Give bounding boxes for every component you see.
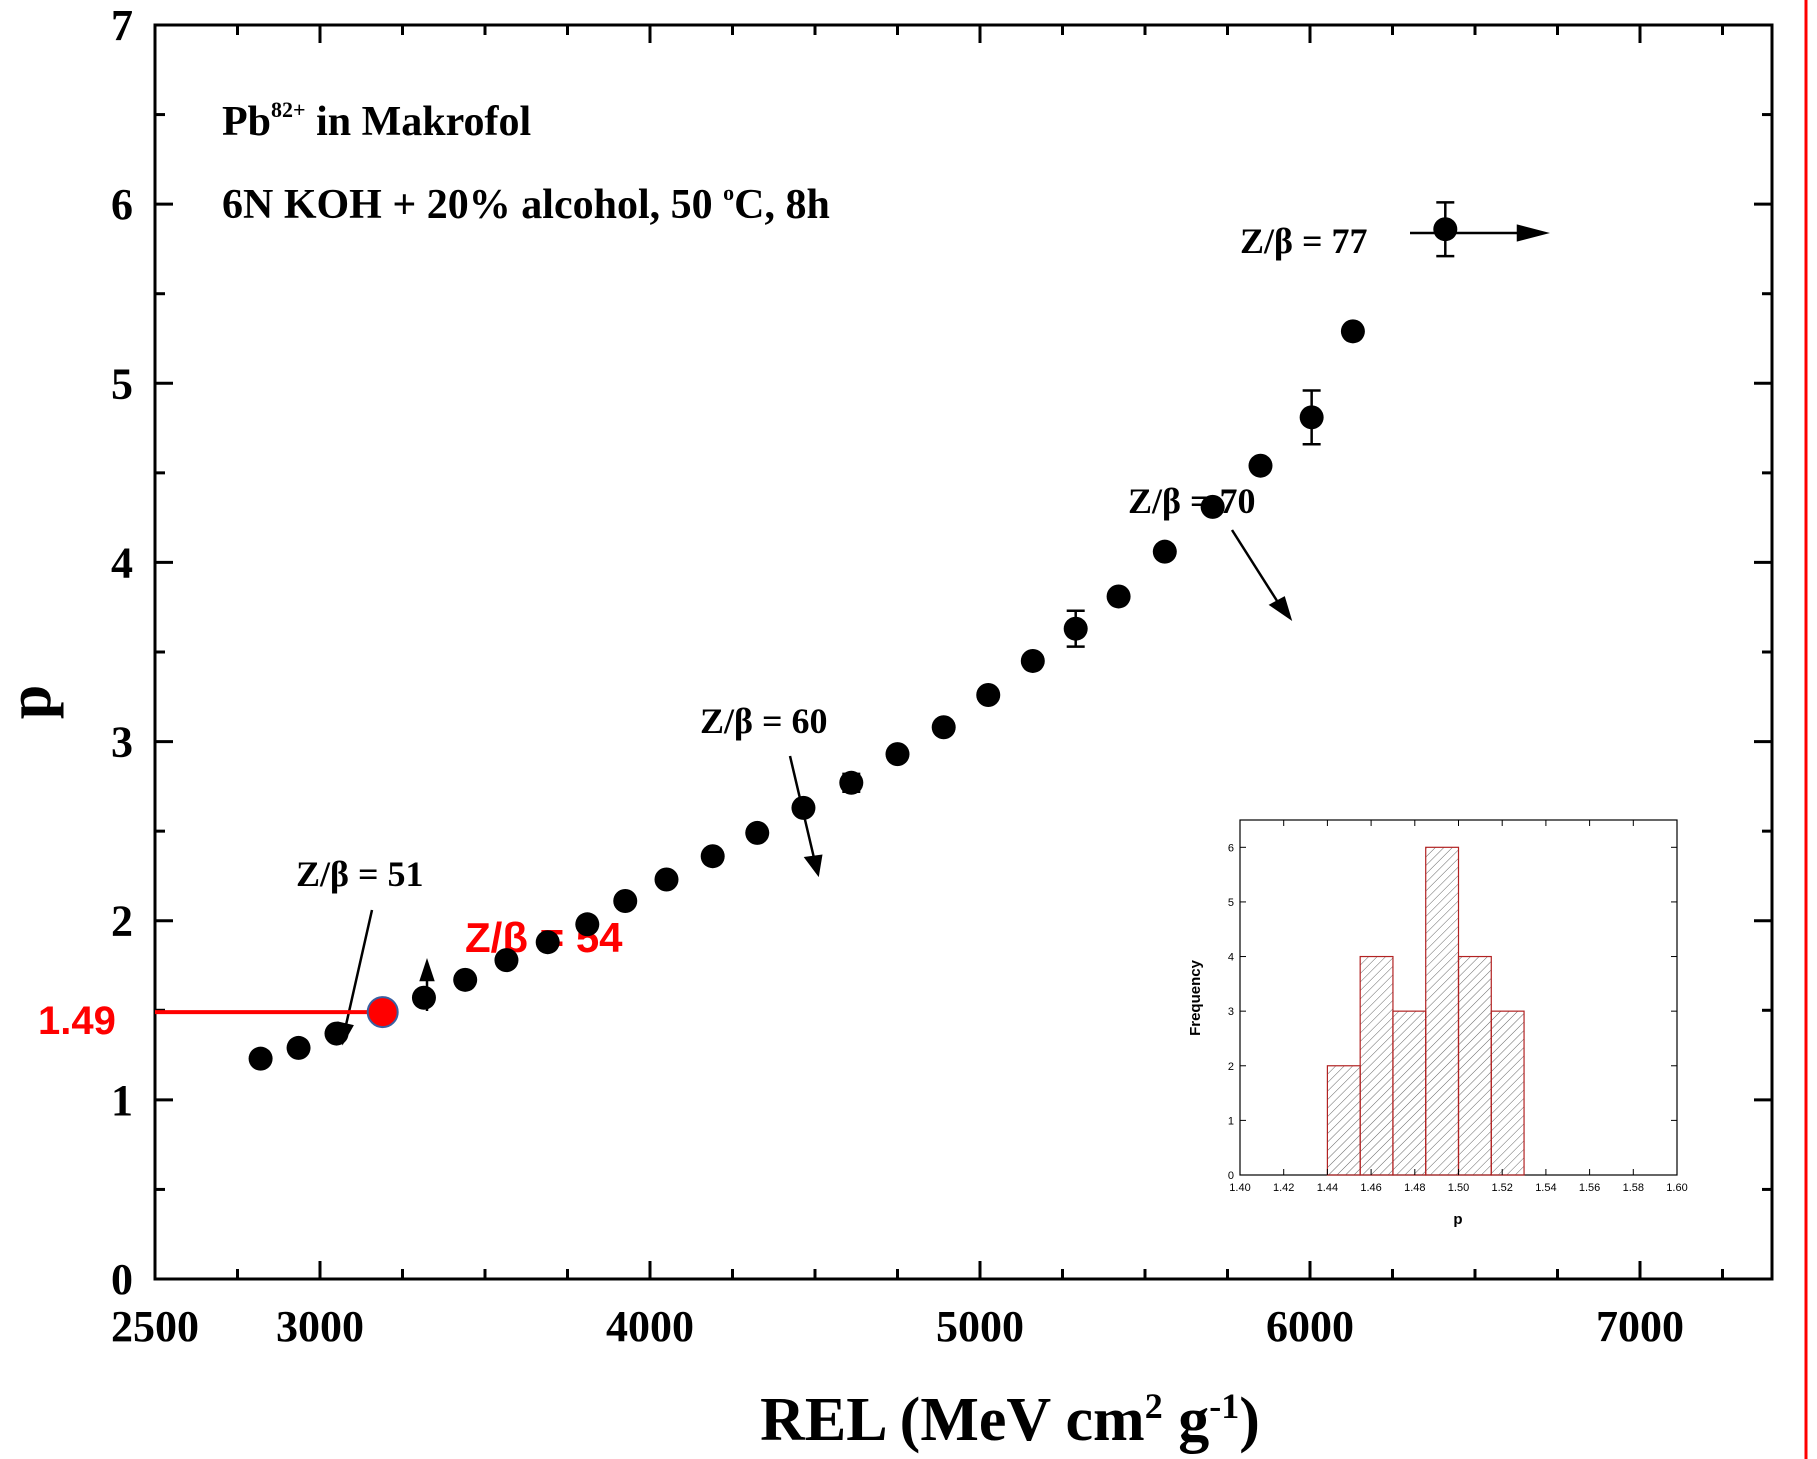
- inset-x-tick-label: 1.56: [1579, 1182, 1600, 1194]
- y-tick-label: 2: [111, 897, 133, 946]
- data-point: [1020, 648, 1045, 673]
- arrow-z70: [1230, 529, 1281, 605]
- inset-y-tick-label: 2: [1228, 1061, 1234, 1073]
- y-tick-label: 5: [111, 359, 133, 408]
- y-tick-label: 0: [111, 1255, 133, 1304]
- data-point: [839, 770, 864, 795]
- arrow-z51: [344, 909, 374, 1026]
- inset-y-tick-label: 6: [1228, 842, 1234, 854]
- data-point: [248, 1046, 273, 1071]
- main-x-axis-label: REL (MeV cm2 g-1): [760, 1386, 1260, 1454]
- histogram-bar: [1392, 1010, 1427, 1176]
- data-point: [324, 1021, 349, 1046]
- data-point: [1152, 539, 1177, 564]
- x-tick-label: 3000: [276, 1302, 364, 1351]
- annotation-ion: Pb82+ in Makrofol: [222, 97, 531, 145]
- x-tick-label: 7000: [1596, 1302, 1684, 1351]
- data-point: [885, 742, 910, 767]
- data-point: [494, 948, 519, 973]
- histogram-bar: [1359, 955, 1394, 1176]
- inset-x-tick-label: 1.44: [1317, 1182, 1338, 1194]
- y-tick-label: 7: [111, 1, 133, 50]
- histogram-bar: [1490, 1010, 1525, 1176]
- data-point: [1433, 217, 1458, 242]
- arrow-label-z70: Z/β = 70: [1128, 481, 1256, 521]
- data-point: [700, 844, 725, 869]
- data-point: [1299, 405, 1324, 430]
- inset-y-tick-label: 3: [1228, 1006, 1234, 1018]
- histogram-bar: [1457, 955, 1492, 1176]
- data-point: [976, 682, 1001, 707]
- arrow-up-small-head: [419, 958, 435, 982]
- inset-y-tick-label: 1: [1228, 1115, 1234, 1127]
- histogram-bar: [1425, 846, 1460, 1176]
- data-point: [745, 820, 770, 845]
- y-tick-label: 6: [111, 180, 133, 229]
- inset-y-tick-label: 0: [1228, 1170, 1234, 1182]
- inset-x-tick-label: 1.46: [1360, 1182, 1381, 1194]
- inset-y-tick-label: 4: [1228, 952, 1234, 964]
- arrow-z70-head: [1268, 596, 1293, 622]
- inset-y-axis-label: Frequency: [1187, 959, 1204, 1036]
- data-point: [575, 912, 600, 937]
- arrow-z60-head: [803, 854, 823, 878]
- inset-y-tick-label: 5: [1228, 897, 1234, 909]
- data-point: [286, 1035, 311, 1060]
- inset-x-tick-label: 1.54: [1535, 1182, 1556, 1194]
- arrow-label-z60: Z/β = 60: [700, 701, 828, 741]
- annotation-etching: 6N KOH + 20% alcohol, 50 oC, 8h: [222, 180, 830, 228]
- inset-histogram: 0 1 2 3 4 5 6 1.40 1.42 1.44 1.46 1.48 1.50 1.52 1.54 1…: [1187, 819, 1688, 1228]
- inset-x-tick-label: 1.42: [1273, 1182, 1294, 1194]
- y-tick-label: 1: [111, 1076, 133, 1125]
- histogram-bar: [1326, 1065, 1361, 1176]
- x-tick-label: 2500: [111, 1302, 199, 1351]
- inset-x-tick-label: 1.58: [1623, 1182, 1644, 1194]
- data-point: [1106, 584, 1131, 609]
- x-tick-label: 5000: [936, 1302, 1024, 1351]
- x-tick-label: 4000: [606, 1302, 694, 1351]
- data-point: [1200, 494, 1225, 519]
- data-point: [791, 795, 816, 820]
- inset-x-tick-label: 1.48: [1404, 1182, 1425, 1194]
- data-point: [453, 967, 478, 992]
- data-point: [1340, 319, 1365, 344]
- data-point: [613, 889, 638, 914]
- y-tick-label: 3: [111, 718, 133, 767]
- data-point: [654, 867, 679, 892]
- inset-x-tick-label: 1.50: [1448, 1182, 1469, 1194]
- arrow-label-z77: Z/β = 77: [1240, 221, 1368, 261]
- highlight-point: [366, 996, 399, 1029]
- data-point: [1248, 453, 1273, 478]
- inset-x-axis-label: p: [1453, 1211, 1462, 1228]
- x-tick-label: 6000: [1266, 1302, 1354, 1351]
- arrow-z77-head: [1516, 224, 1550, 242]
- inset-x-tick-label: 1.52: [1491, 1182, 1512, 1194]
- inset-x-tick-label: 1.60: [1666, 1182, 1687, 1194]
- main-y-axis-label: p: [0, 685, 64, 719]
- data-point: [931, 715, 956, 740]
- data-point: [535, 930, 560, 955]
- highlight-value-label: 1.49: [38, 999, 116, 1043]
- data-point: [1063, 616, 1088, 641]
- inset-x-tick-label: 1.40: [1229, 1182, 1250, 1194]
- y-tick-label: 4: [111, 538, 133, 587]
- data-point: [411, 985, 436, 1010]
- arrow-label-z51: Z/β = 51: [296, 854, 424, 894]
